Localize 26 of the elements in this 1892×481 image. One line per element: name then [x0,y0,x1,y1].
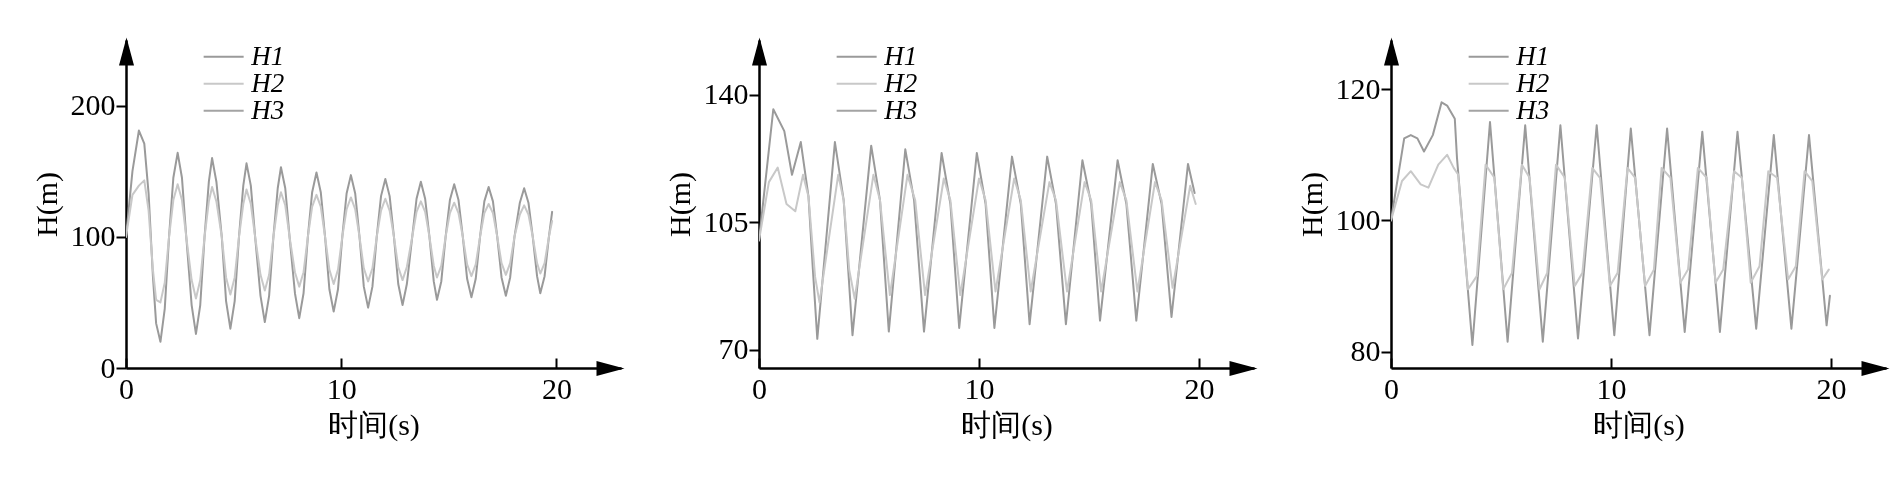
line-series [126,129,554,343]
line-series [1391,101,1831,347]
y-tick-label: 100 [70,219,116,253]
y-tick-label: 105 [703,204,748,238]
y-axis-title: H(m) [29,172,64,237]
x-tick-label: 20 [541,371,572,405]
x-tick-label: 10 [1596,371,1627,405]
x-axis-title: 时间(s) [1593,407,1685,442]
x-tick-label: 20 [1816,371,1847,405]
y-tick-label: 140 [703,77,748,111]
y-tick-label: 70 [718,332,748,366]
x-tick-label: 10 [326,371,357,405]
y-axis-title: H(m) [662,172,696,237]
x-axis-title: 时间(s) [328,407,420,442]
y-tick-label: 80 [1350,334,1381,368]
x-axis-title: 时间(s) [960,407,1053,442]
y-tick-label: 120 [1335,71,1381,105]
y-tick-label: 0 [100,350,116,384]
line-series [1391,153,1830,291]
line-series [126,179,554,304]
y-tick-label: 200 [70,88,116,122]
y-tick-label: 100 [1335,202,1381,236]
x-tick-label: 10 [964,371,994,405]
y-axis-title: H(m) [1294,172,1329,237]
x-tick-label: 20 [1184,371,1214,405]
line-series [758,166,1197,304]
